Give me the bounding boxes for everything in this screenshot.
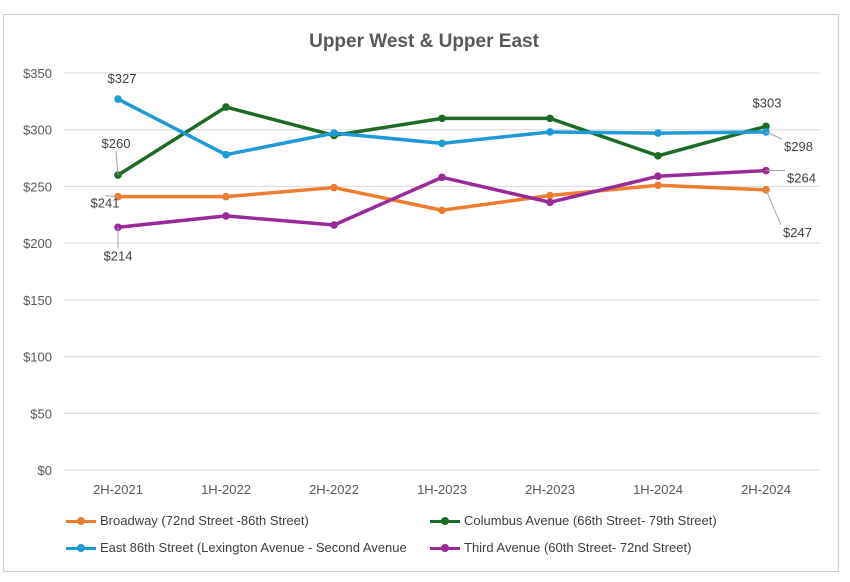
x-tick-label: 1H-2022	[201, 482, 251, 497]
y-tick-label: $0	[38, 463, 52, 478]
leader-line	[115, 151, 119, 176]
x-tick-label: 2H-2021	[93, 482, 143, 497]
label-leader-lines	[104, 131, 785, 249]
data-label: $327	[108, 71, 137, 86]
leader-line	[104, 195, 119, 198]
chart-title: Upper West & Upper East	[309, 31, 539, 52]
data-point	[654, 152, 662, 160]
data-point	[546, 114, 554, 123]
leader-line	[765, 189, 782, 226]
data-point	[654, 129, 662, 137]
data-point	[222, 150, 230, 159]
data-label: $303	[753, 95, 782, 110]
data-point	[330, 183, 338, 192]
y-tick-label: $100	[23, 350, 52, 365]
data-label: $247	[783, 225, 812, 240]
data-point	[222, 212, 230, 220]
x-tick-label: 2H-2023	[525, 482, 575, 497]
series-3	[114, 166, 770, 232]
y-axis-ticks: $0 $50 $100 $150 $200 $250 $300 $350	[23, 66, 52, 478]
y-tick-label: $200	[23, 236, 52, 251]
data-point	[546, 191, 554, 200]
x-tick-label: 1H-2024	[633, 482, 683, 497]
data-point	[438, 206, 446, 215]
y-tick-label: $150	[23, 293, 52, 308]
series-lines	[114, 95, 770, 232]
y-tick-label: $250	[23, 179, 52, 194]
data-label: $298	[784, 139, 813, 154]
x-tick-label: 1H-2023	[417, 482, 467, 497]
data-label: $241	[91, 196, 120, 211]
y-tick-label: $300	[23, 123, 52, 138]
data-label: $214	[104, 248, 133, 263]
data-point	[438, 139, 446, 148]
data-point	[546, 128, 554, 136]
data-point	[222, 192, 230, 201]
y-tick-label: $350	[23, 66, 52, 81]
data-point	[438, 114, 446, 123]
series-2	[114, 95, 770, 159]
data-point	[222, 103, 230, 111]
x-tick-label: 2H-2022	[309, 482, 359, 497]
leader-line	[765, 131, 783, 140]
data-point	[330, 129, 338, 137]
chart-frame	[3, 14, 839, 572]
data-point	[330, 221, 338, 229]
data-point	[654, 172, 662, 181]
data-point	[114, 95, 122, 103]
x-axis-ticks: 2H-2021 1H-2022 2H-2022 1H-2023 2H-2023 1H-20…	[93, 482, 791, 497]
data-label: $264	[787, 171, 816, 186]
data-point	[438, 173, 446, 182]
data-labels: $327 $260 $241 $214 $303 $298 $264 $247	[91, 71, 816, 263]
data-label: $260	[102, 136, 131, 151]
data-point	[762, 122, 770, 131]
data-point	[654, 181, 662, 190]
y-tick-label: $50	[30, 406, 52, 421]
x-tick-label: 2H-2024	[741, 482, 791, 497]
data-point	[546, 198, 554, 207]
